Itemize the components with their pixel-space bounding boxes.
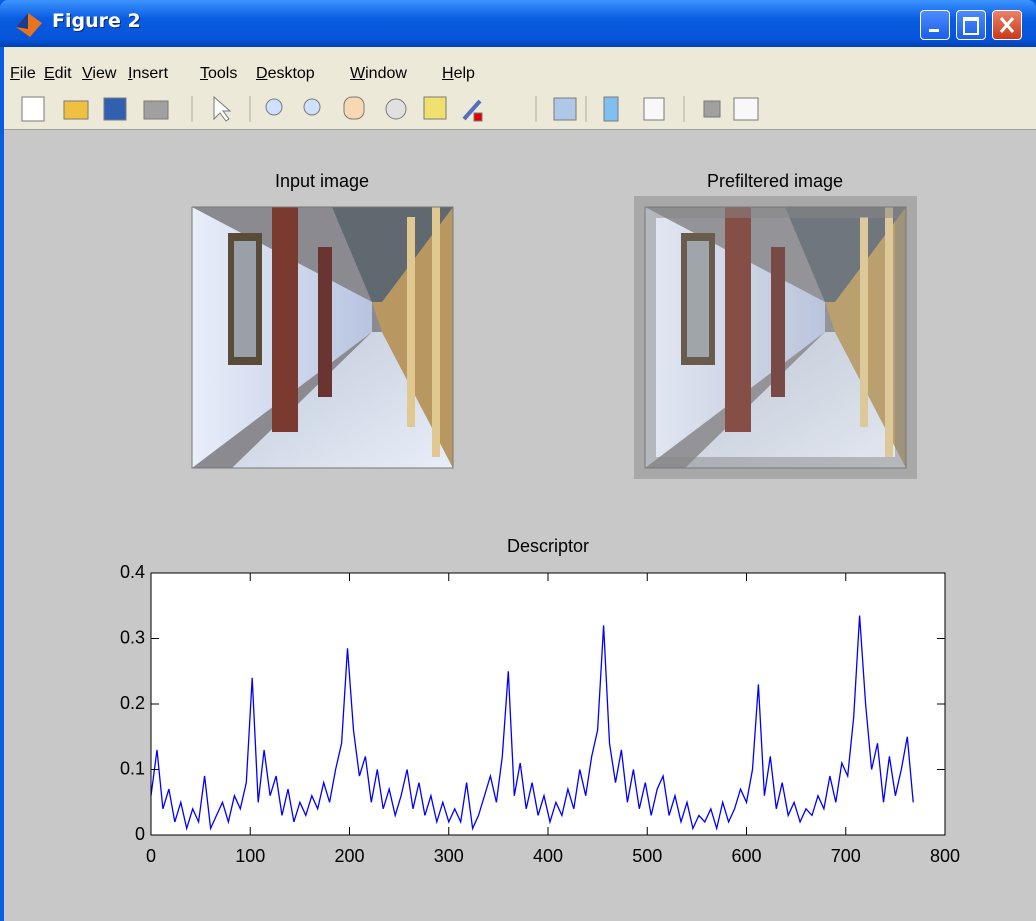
x-tick-label: 300 xyxy=(434,846,464,866)
x-tick-label: 500 xyxy=(632,846,662,866)
y-tick-label: 0.1 xyxy=(120,758,145,778)
x-tick-label: 800 xyxy=(930,846,960,866)
image xyxy=(645,207,906,468)
chart-title: Descriptor xyxy=(507,536,589,556)
y-tick-label: 0.3 xyxy=(120,627,145,647)
figure-canvas: Input image Prefiltered image Descriptor 0 1… xyxy=(0,0,1036,921)
image-title: Input image xyxy=(275,171,369,191)
x-tick-label: 0 xyxy=(146,846,156,866)
image-title: Prefiltered image xyxy=(707,171,843,191)
image xyxy=(192,207,453,468)
image-content xyxy=(645,207,906,468)
x-tick-label: 100 xyxy=(235,846,265,866)
y-tick-label: 0.4 xyxy=(120,562,145,582)
page: Figure 2 FileEditViewInsertToolsDesktopW… xyxy=(0,0,1036,921)
x-tick-label: 700 xyxy=(831,846,861,866)
y-tick-label: 0.2 xyxy=(120,693,145,713)
x-tick-label: 600 xyxy=(731,846,761,866)
window: Figure 2 FileEditViewInsertToolsDesktopW… xyxy=(0,0,1036,921)
x-tick-label: 400 xyxy=(533,846,563,866)
y-tick-label: 0 xyxy=(135,824,145,844)
x-tick-label: 200 xyxy=(334,846,364,866)
image-content xyxy=(192,207,453,468)
